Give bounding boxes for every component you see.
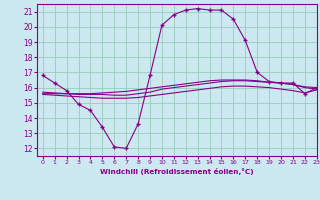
X-axis label: Windchill (Refroidissement éolien,°C): Windchill (Refroidissement éolien,°C): [100, 168, 254, 175]
